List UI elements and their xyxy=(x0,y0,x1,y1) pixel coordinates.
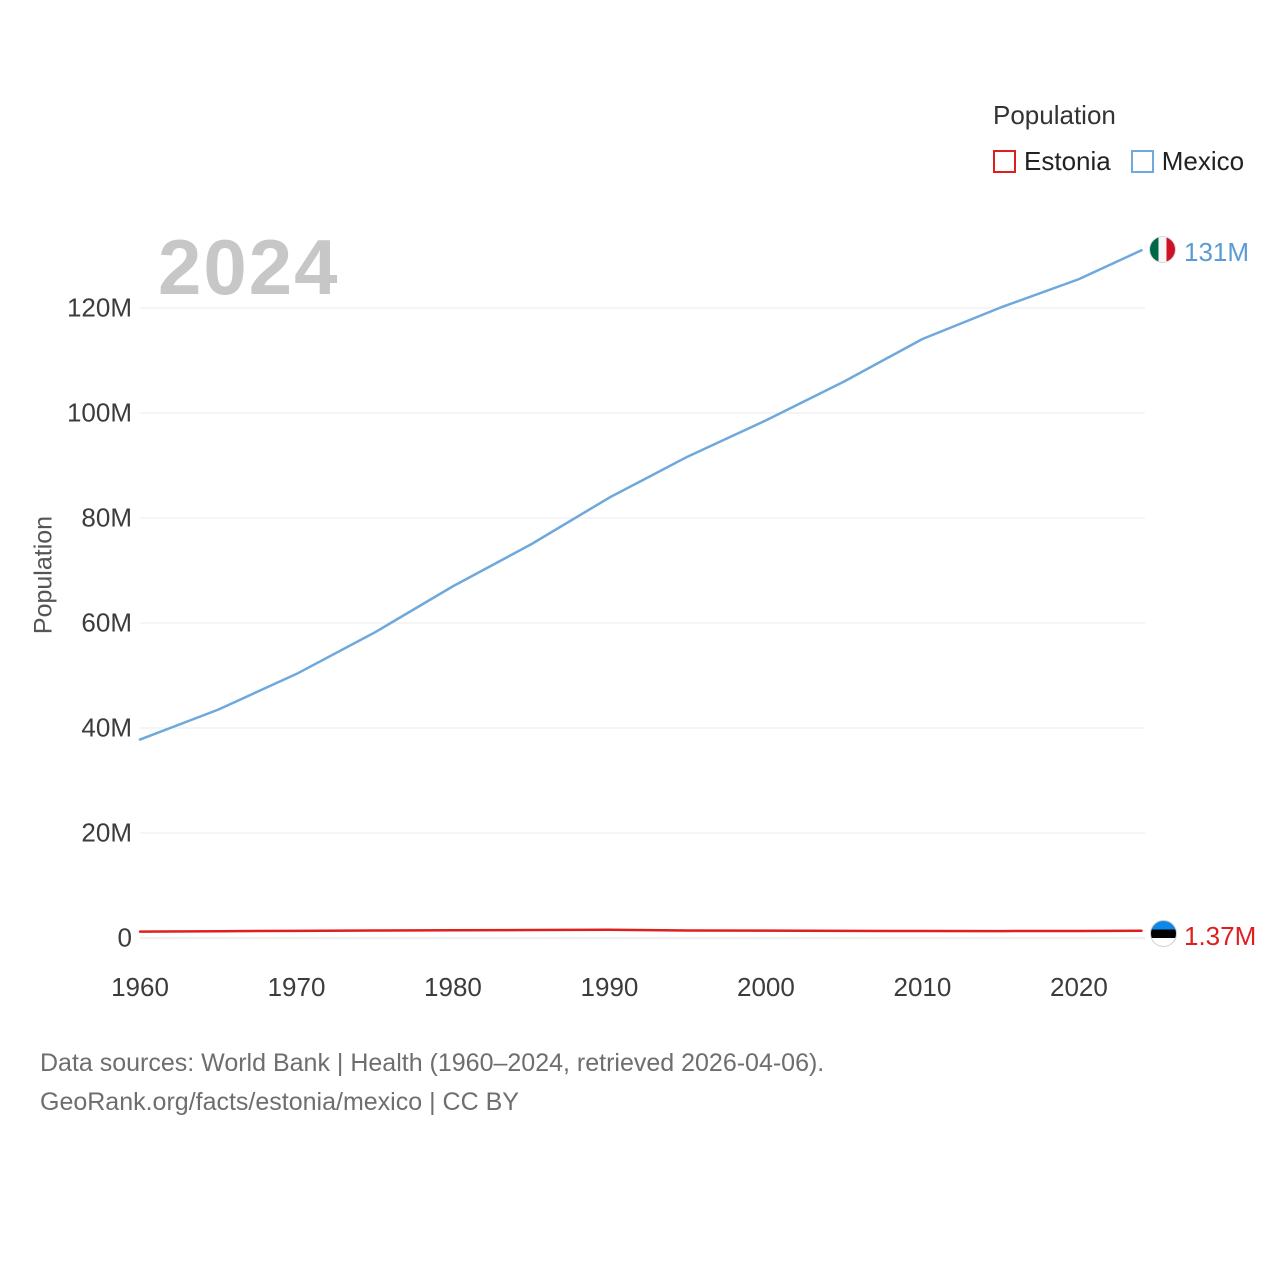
legend: Population Estonia Mexico xyxy=(993,100,1244,177)
x-tick-2010: 2010 xyxy=(893,972,952,1002)
footer-data-sources: Data sources: World Bank | Health (1960–… xyxy=(40,1049,825,1077)
legend-label-mexico: Mexico xyxy=(1161,146,1245,176)
y-tick-80M: 80M xyxy=(81,502,132,533)
legend-item-mexico[interactable]: Mexico xyxy=(1130,146,1245,177)
x-tick-2000: 2000 xyxy=(737,972,795,1002)
y-tick-40M: 40M xyxy=(81,712,132,743)
x-tick-2020: 2020 xyxy=(1049,972,1108,1002)
mexico-flag-icon xyxy=(1149,236,1176,263)
x-tick-1980: 1980 xyxy=(424,972,482,1002)
y-tick-0: 0 xyxy=(117,922,132,953)
footer-attribution: GeoRank.org/facts/estonia/mexico | CC BY xyxy=(40,1088,519,1116)
x-tick-1970: 1970 xyxy=(267,972,326,1002)
estonia-flag-icon xyxy=(1150,920,1177,947)
legend-title: Population xyxy=(993,100,1116,130)
watermark-year: 2024 xyxy=(158,223,340,311)
legend-label-estonia: Estonia xyxy=(1024,146,1111,176)
legend-items: Estonia Mexico xyxy=(993,146,1244,177)
x-tick-1960: 1960 xyxy=(111,972,169,1002)
y-tick-20M: 20M xyxy=(81,817,132,848)
estonia-end-label: 1.37M xyxy=(1184,921,1257,951)
mexico-end-label: 131M xyxy=(1184,237,1250,267)
series-line-estonia xyxy=(138,928,1143,933)
series-line-mexico xyxy=(138,249,1143,741)
y-tick-120M: 120M xyxy=(66,292,132,323)
legend-item-estonia[interactable]: Estonia xyxy=(993,146,1111,177)
x-tick-1990: 1990 xyxy=(580,972,639,1002)
mexico-swatch-icon xyxy=(1130,150,1154,173)
footer: Data sources: World Bank | Health (1960–… xyxy=(40,1044,824,1122)
estonia-swatch-icon xyxy=(993,150,1016,173)
y-axis-title: Population xyxy=(29,515,58,635)
y-tick-60M: 60M xyxy=(81,607,132,638)
y-tick-100M: 100M xyxy=(66,397,132,428)
